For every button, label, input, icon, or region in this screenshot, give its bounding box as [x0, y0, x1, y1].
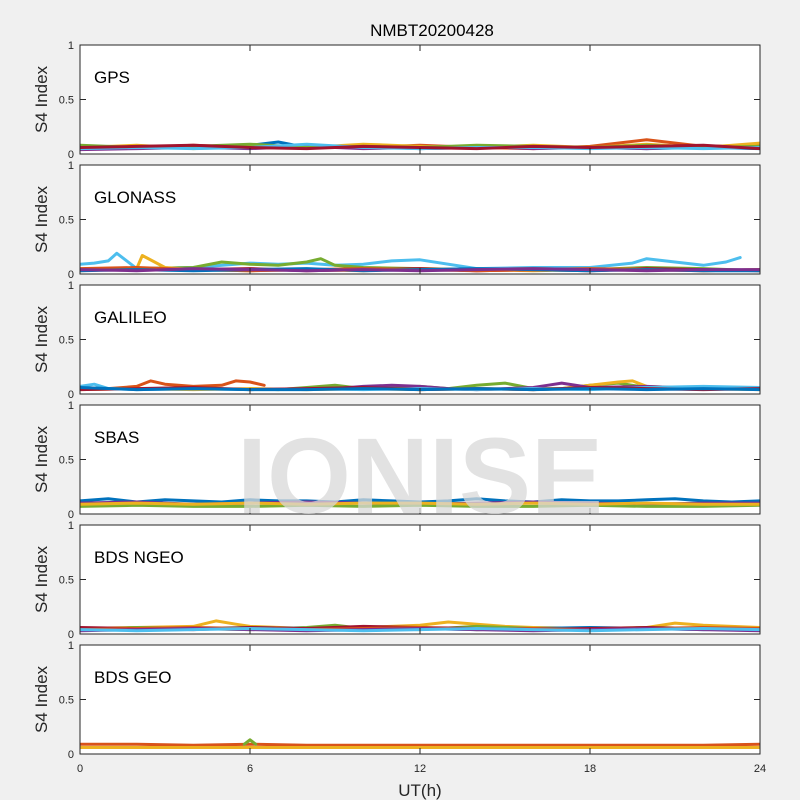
y-tick-label: 1: [68, 280, 74, 292]
panel-sbas: 0 0.5 1 S4 Index SBAS: [32, 400, 761, 521]
plot-area: [80, 45, 760, 154]
series-line-4: [80, 501, 760, 506]
panel-label-sbas: SBAS: [94, 428, 139, 447]
y-tick-label: 0.5: [59, 695, 74, 707]
panel-galileo: 0 0.5 1 S4 Index GALILEO: [32, 280, 761, 401]
panel-label-gps: GPS: [94, 68, 130, 87]
plot-area: [80, 285, 760, 394]
series-line-1: [80, 742, 760, 747]
series-line-2: [248, 381, 760, 392]
x-tick-label: 12: [414, 763, 426, 775]
x-tick-label: 18: [584, 763, 596, 775]
y-tick-label: 0: [68, 749, 74, 761]
panel-label-bds-geo: BDS GEO: [94, 668, 171, 687]
y-tick-label: 1: [68, 400, 74, 412]
panels-group: 0 0.5 1 S4 Index GPS 0 0.5 1 S4 Index GLONASS 0 0.5…: [32, 40, 761, 761]
series-line-1: [80, 251, 742, 271]
y-axis-label: S4 Index: [32, 185, 51, 253]
figure-title: NMBT20200428: [370, 21, 494, 40]
plot-area: [80, 525, 760, 634]
y-tick-label: 1: [68, 40, 74, 52]
x-axis-label: UT(h): [398, 781, 441, 800]
series-group: [80, 138, 760, 152]
y-axis-label: S4 Index: [32, 65, 51, 133]
watermark: IONISE: [237, 415, 603, 536]
y-axis-label: S4 Index: [32, 665, 51, 733]
y-axis-label: S4 Index: [32, 425, 51, 493]
plot-area: [80, 165, 760, 274]
plot-area: [80, 405, 760, 514]
y-axis-label: S4 Index: [32, 305, 51, 373]
x-tick-label: 24: [754, 763, 766, 775]
y-tick-label: 1: [68, 640, 74, 652]
series-line-7: [80, 143, 760, 151]
panel-label-galileo: GALILEO: [94, 308, 167, 327]
x-tick-label: 6: [247, 763, 253, 775]
y-tick-label: 0.5: [59, 215, 74, 227]
y-tick-label: 0: [68, 269, 74, 281]
y-tick-label: 0: [68, 389, 74, 401]
y-tick-label: 0: [68, 149, 74, 161]
y-tick-label: 0.5: [59, 335, 74, 347]
series-line-3: [242, 738, 258, 746]
y-tick-label: 0.5: [59, 95, 74, 107]
y-tick-label: 0.5: [59, 455, 74, 467]
y-tick-label: 1: [68, 520, 74, 532]
panel-gps: 0 0.5 1 S4 Index GPS: [32, 40, 761, 161]
panel-bds-ngeo: 0 0.5 1 S4 Index BDS NGEO: [32, 520, 761, 641]
panel-glonass: 0 0.5 1 S4 Index GLONASS: [32, 160, 761, 281]
y-tick-label: 0.5: [59, 575, 74, 587]
x-axis: 0 6 12 18 24: [77, 763, 766, 775]
series-group: [80, 738, 760, 749]
panel-label-glonass: GLONASS: [94, 188, 176, 207]
series-line-3: [80, 503, 760, 508]
y-tick-label: 0: [68, 509, 74, 521]
y-tick-label: 0: [68, 629, 74, 641]
panel-bds-geo: 0 0.5 1 S4 Index BDS GEO: [32, 640, 761, 761]
x-tick-label: 0: [77, 763, 83, 775]
y-axis-label: S4 Index: [32, 545, 51, 613]
plot-area: [80, 645, 760, 754]
series-group: [80, 497, 760, 508]
y-tick-label: 1: [68, 160, 74, 172]
panel-label-bds-ngeo: BDS NGEO: [94, 548, 184, 567]
